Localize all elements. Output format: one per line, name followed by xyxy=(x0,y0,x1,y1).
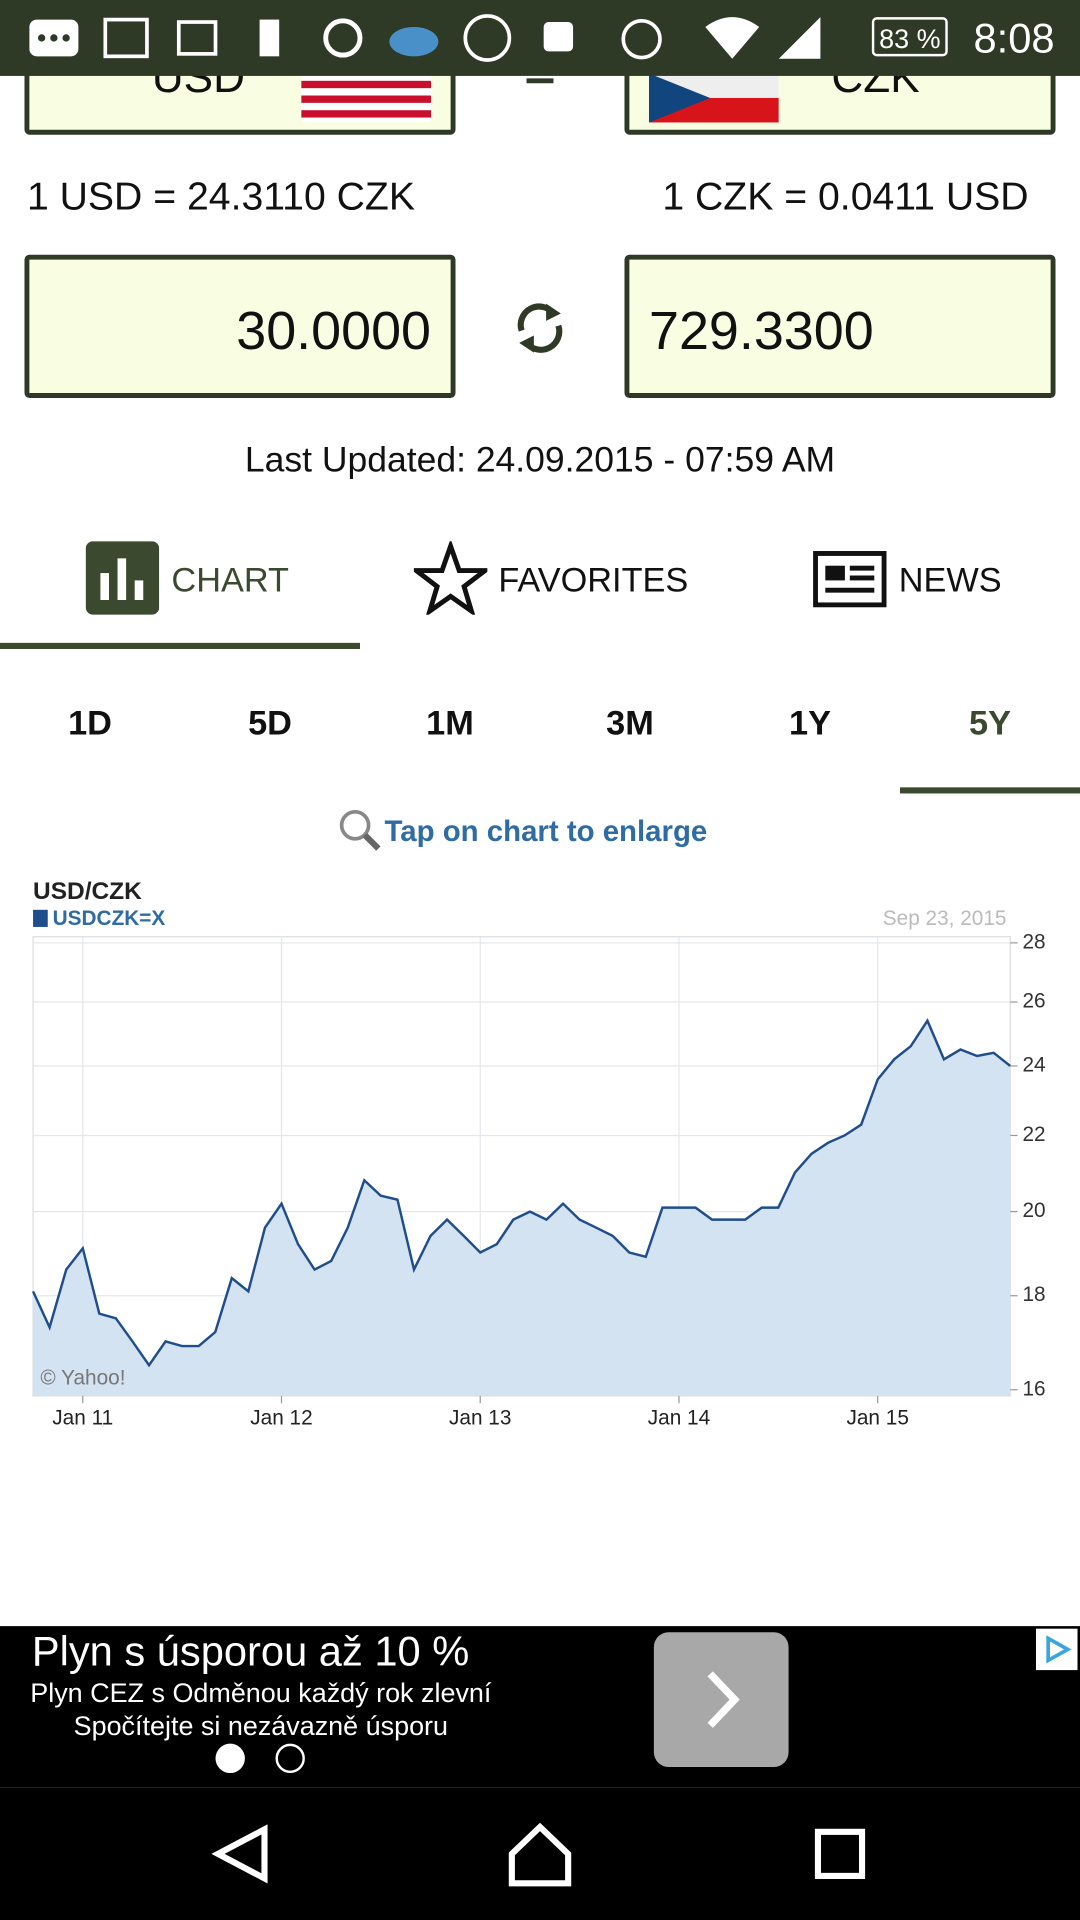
tab-label: NEWS xyxy=(898,560,1002,599)
ad-pager xyxy=(215,1743,305,1774)
range-button[interactable]: 3M xyxy=(606,704,654,743)
x-tick-label: Jan 11 xyxy=(52,1407,113,1430)
nav-icons xyxy=(211,1822,866,1887)
chart[interactable]: 16 18 20 22 24 26 28 Jan 11 Jan 12 Jan 13 Jan 14 Ja… xyxy=(0,0,1080,1469)
tab-favorites[interactable]: FAVORITES xyxy=(404,527,710,649)
ad-choices[interactable] xyxy=(1035,1628,1078,1671)
source-label: © Yahoo! xyxy=(40,1366,125,1389)
legend-label: USDCZK=X xyxy=(53,907,166,930)
amount-to-field[interactable]: 729.3300 xyxy=(624,254,1056,398)
chart-icon xyxy=(85,541,160,615)
range-button[interactable]: 5Y xyxy=(969,704,1011,743)
us-flag xyxy=(301,73,432,123)
x-tick-label: Jan 15 xyxy=(846,1407,908,1430)
chart-hint[interactable]: Tap on chart to enlarge xyxy=(384,815,708,849)
chart-title: USD/CZK xyxy=(33,878,142,905)
battery: 83 % xyxy=(871,17,948,57)
tab-label: CHART xyxy=(171,560,289,599)
news-icon xyxy=(813,551,887,608)
x-tick-label: Jan 13 xyxy=(449,1407,511,1430)
back-button[interactable] xyxy=(211,1824,268,1884)
range-button[interactable]: 1Y xyxy=(789,704,831,743)
rate-from: 1 USD = 24.3110 CZK xyxy=(26,173,415,218)
magnifier-icon xyxy=(339,810,381,851)
y-tick-label: 26 xyxy=(1022,990,1045,1013)
tab-indicator xyxy=(0,642,361,649)
ad-button[interactable] xyxy=(653,1632,789,1767)
star-icon xyxy=(413,541,488,615)
last-updated: Last Updated: 24.09.2015 - 07:59 AM xyxy=(244,440,836,481)
ad-line: Plyn CEZ s Odměnou každý rok zlevní xyxy=(30,1677,492,1709)
range-button[interactable]: 1M xyxy=(426,704,474,743)
price-line xyxy=(31,1018,1011,1368)
range-selector: 1D 5D 1M 3M 1Y 5Y xyxy=(0,680,1080,796)
refresh-icon[interactable] xyxy=(512,299,568,358)
y-tick-label: 28 xyxy=(1022,930,1045,953)
rate-to: 1 CZK = 0.0411 USD xyxy=(662,173,1029,218)
range-indicator xyxy=(900,787,1080,794)
status-bar: 83 % 8:08 xyxy=(0,0,1080,76)
y-tick-label: 16 xyxy=(1022,1377,1045,1400)
ad-banner[interactable]: Plyn s úsporou až 10 % Plyn CEZ s Odměno… xyxy=(0,1626,1080,1788)
legend-swatch xyxy=(33,909,48,927)
battery-level: 83 % xyxy=(879,23,941,54)
range-button[interactable]: 1D xyxy=(68,704,112,743)
nav-bar xyxy=(0,1787,1080,1920)
clock: 8:08 xyxy=(973,15,1055,63)
home-button[interactable] xyxy=(508,1822,572,1887)
x-tick-label: Jan 12 xyxy=(250,1407,312,1430)
ad-line: Spočítejte si nezávazně úsporu xyxy=(73,1710,449,1742)
range-button[interactable]: 5D xyxy=(248,704,292,743)
tab-chart[interactable]: CHART xyxy=(0,527,361,649)
y-tick-label: 18 xyxy=(1022,1283,1045,1306)
x-tick-label: Jan 14 xyxy=(648,1407,710,1430)
y-tick-label: 24 xyxy=(1022,1053,1045,1076)
tab-news[interactable]: NEWS xyxy=(808,527,1080,649)
amount-to: 729.3300 xyxy=(648,301,874,362)
recents-button[interactable] xyxy=(814,1828,866,1879)
amount-from-field[interactable]: 30.0000 xyxy=(24,254,456,398)
tab-label: FAVORITES xyxy=(498,560,689,599)
ad-headline: Plyn s úsporou až 10 % xyxy=(31,1628,470,1676)
y-tick-label: 22 xyxy=(1022,1123,1045,1146)
y-tick-label: 20 xyxy=(1022,1199,1045,1222)
amount-from: 30.0000 xyxy=(236,301,432,362)
status-icons xyxy=(29,14,821,62)
date-label: Sep 23, 2015 xyxy=(883,907,1007,930)
chevron xyxy=(707,1671,740,1728)
area-fill xyxy=(33,1020,1011,1396)
cz-flag xyxy=(648,73,779,123)
